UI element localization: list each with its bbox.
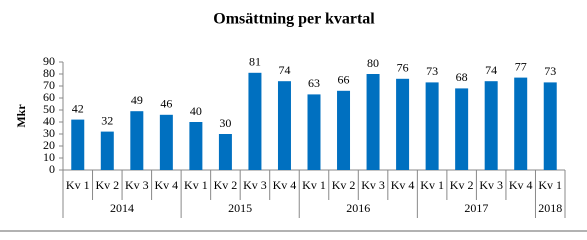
x-tick-label: Kv 2 (332, 178, 356, 192)
x-tick-label: Kv 4 (155, 178, 179, 192)
x-tick-label: Kv 2 (450, 178, 474, 192)
bar (159, 114, 173, 170)
y-tick-label: 80 (43, 66, 55, 80)
data-label: 49 (131, 93, 143, 107)
data-label: 77 (515, 59, 527, 73)
data-label: 73 (544, 64, 556, 78)
bar (130, 111, 144, 170)
x-tick-label: Kv 3 (125, 178, 149, 192)
x-tick-label: Kv 3 (361, 178, 385, 192)
x-tick-label: Kv 1 (184, 178, 208, 192)
y-tick-label: 0 (49, 162, 55, 176)
y-tick-label: 40 (43, 114, 55, 128)
x-tick-label: Kv 1 (302, 178, 326, 192)
data-label: 80 (367, 56, 379, 70)
page: Omsättning per kvartal Mkr 0 10 20 30 40 50 60… (0, 10, 587, 232)
x-tick-label: Kv 3 (479, 178, 503, 192)
bar (337, 90, 351, 170)
data-label: 32 (101, 113, 113, 127)
chart-title: Omsättning per kvartal (213, 11, 375, 28)
y-tick-label: 90 (43, 54, 55, 68)
data-label: 42 (72, 101, 84, 115)
bar (543, 82, 557, 170)
bar (100, 131, 114, 170)
x-tick-label: Kv 1 (538, 178, 562, 192)
data-label: 40 (190, 104, 202, 118)
bar (307, 94, 321, 170)
bar (396, 78, 410, 170)
data-label: 30 (219, 116, 231, 130)
bar (514, 77, 528, 170)
data-label: 74 (485, 63, 497, 77)
data-label: 81 (249, 55, 261, 69)
bar (455, 88, 469, 170)
x-tick-label: Kv 2 (95, 178, 119, 192)
group-label: 2015 (228, 201, 252, 215)
y-tick-label: 10 (43, 150, 55, 164)
bar (218, 134, 232, 170)
data-label: 74 (278, 63, 290, 77)
data-label: 73 (426, 64, 438, 78)
data-label: 76 (397, 61, 409, 75)
y-tick-label: 50 (43, 102, 55, 116)
bar (484, 81, 498, 170)
x-tick-label: Kv 4 (273, 178, 297, 192)
data-label: 68 (456, 70, 468, 84)
bar (425, 82, 439, 170)
y-tick-label: 60 (43, 90, 55, 104)
x-tick-label: Kv 4 (391, 178, 415, 192)
x-tick-label: Kv 3 (243, 178, 267, 192)
data-label: 46 (160, 97, 172, 111)
x-tick-label: Kv 1 (66, 178, 90, 192)
bar (189, 122, 203, 170)
x-tick-label: Kv 4 (509, 178, 533, 192)
group-label: 2014 (110, 201, 134, 215)
data-label: 66 (338, 73, 350, 87)
y-axis-label: Mkr (14, 104, 28, 128)
y-tick-label: 20 (43, 138, 55, 152)
group-label: 2016 (346, 201, 370, 215)
bar (248, 72, 262, 170)
group-label: 2018 (538, 201, 562, 215)
group-label: 2017 (464, 201, 488, 215)
bar (277, 81, 291, 170)
y-tick-label: 30 (43, 126, 55, 140)
data-label: 63 (308, 76, 320, 90)
chart: Omsättning per kvartal Mkr 0102030405060… (0, 11, 587, 232)
bar (366, 74, 380, 170)
x-tick-label: Kv 1 (420, 178, 444, 192)
bar (71, 119, 85, 170)
x-tick-label: Kv 2 (214, 178, 238, 192)
y-tick-label: 70 (43, 78, 55, 92)
